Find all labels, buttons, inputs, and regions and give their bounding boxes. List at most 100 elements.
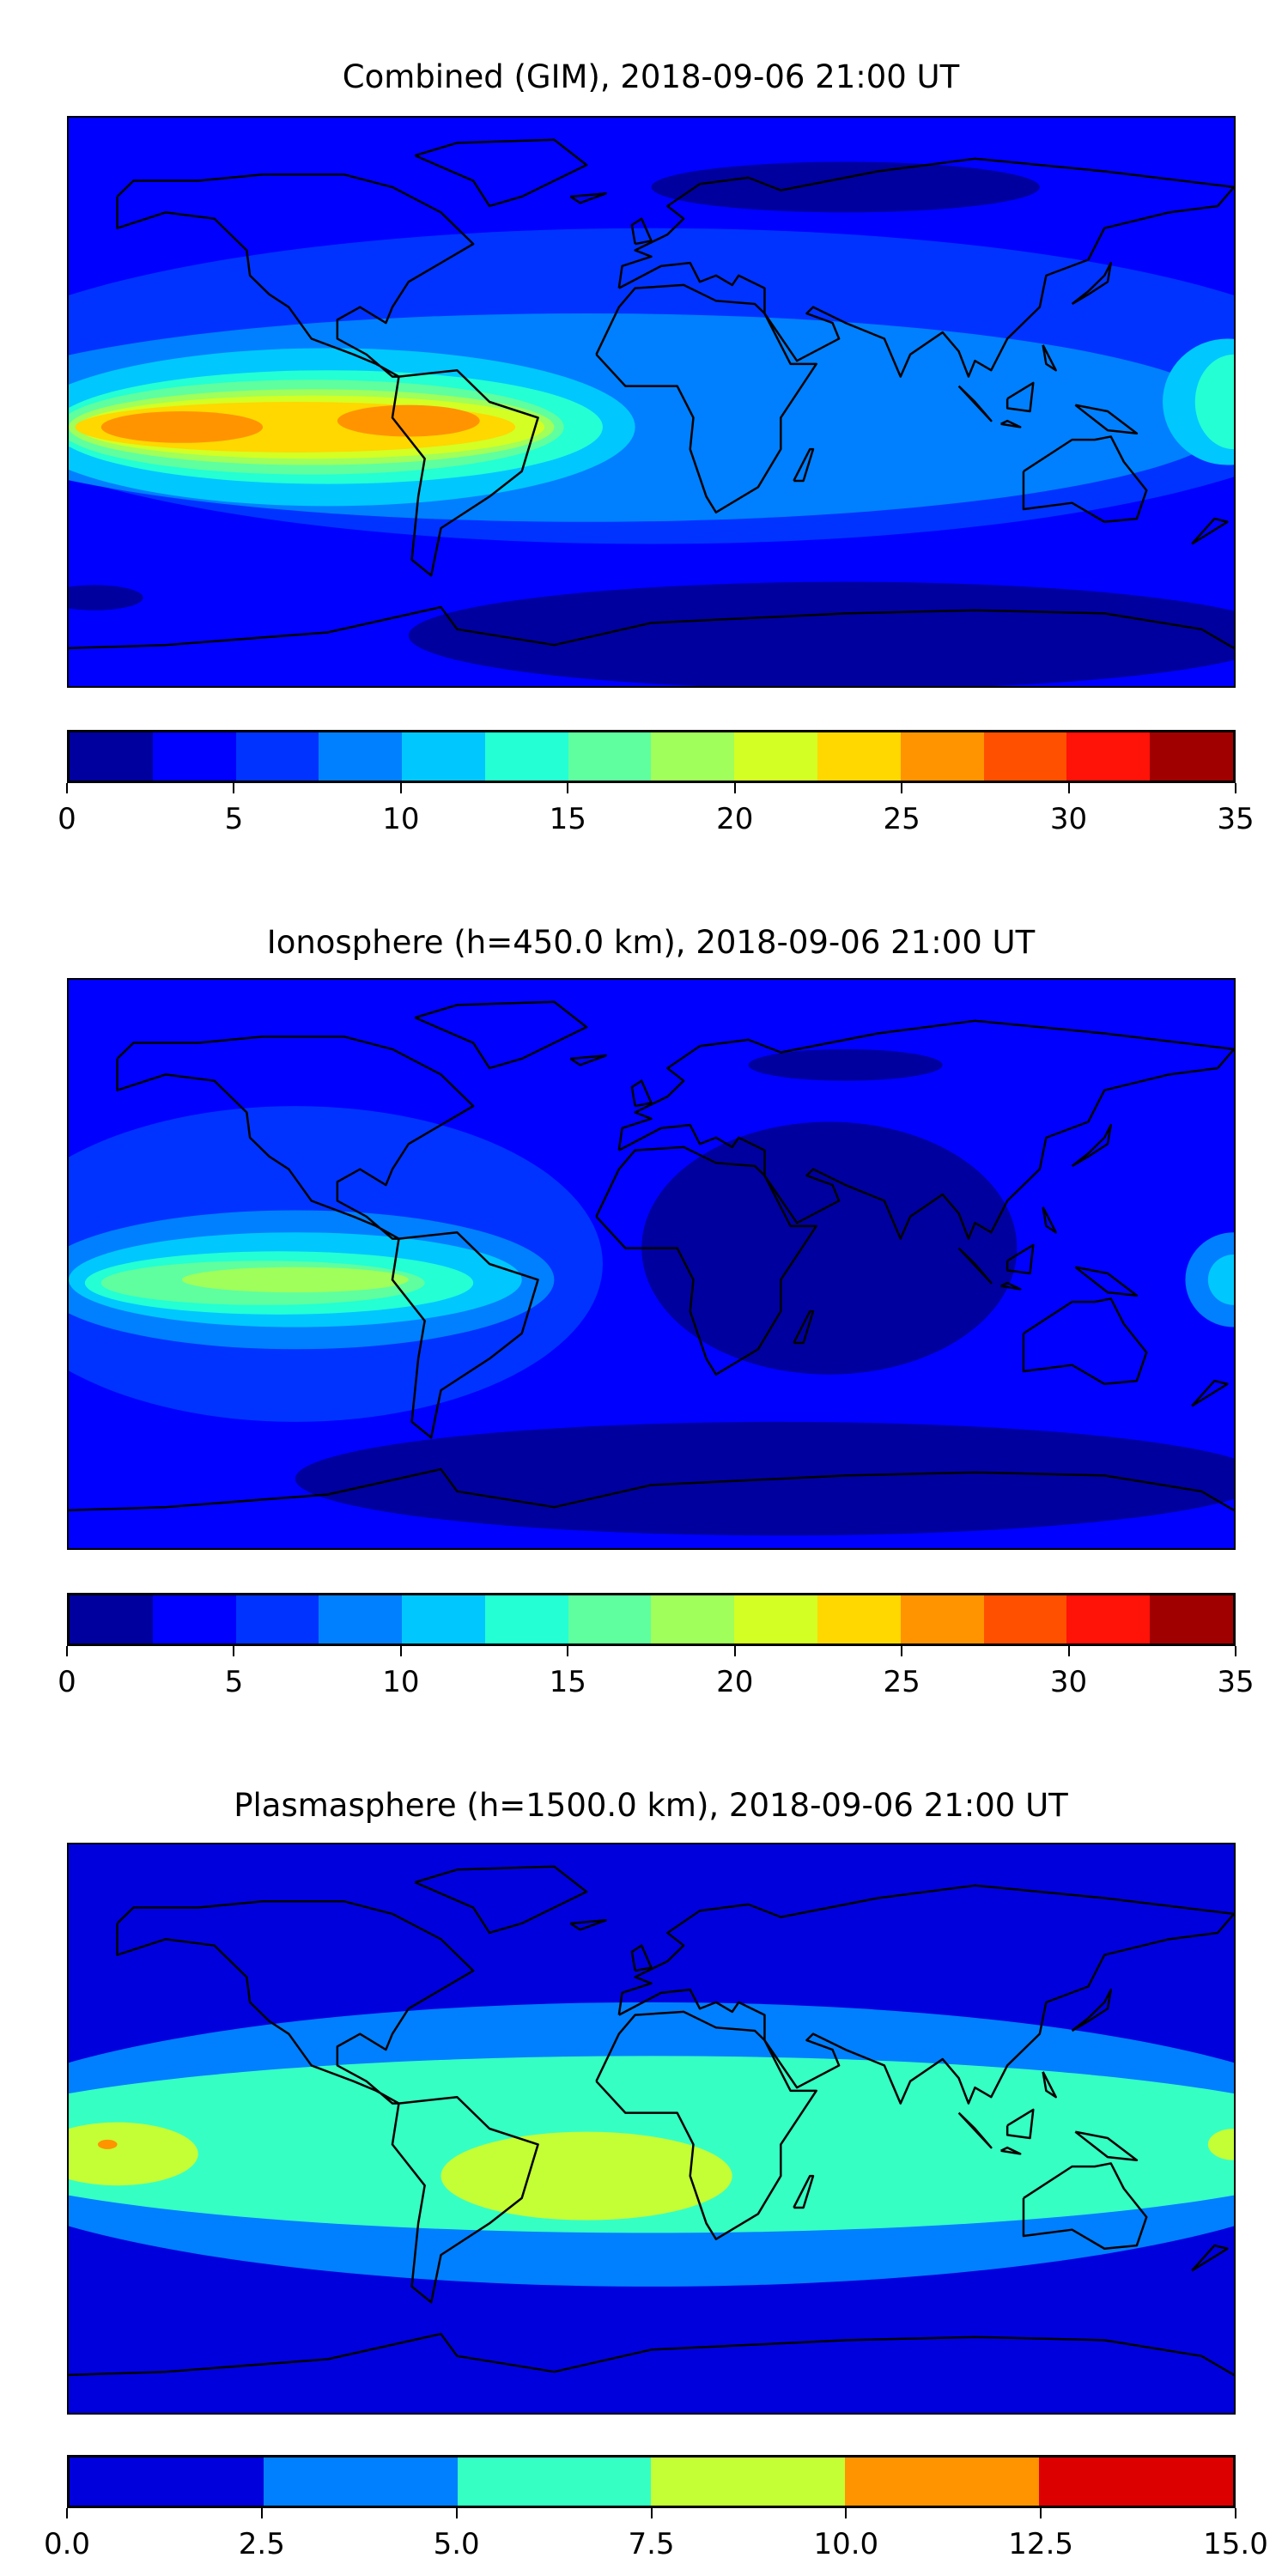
coastline — [1001, 421, 1021, 427]
coastline — [1007, 383, 1033, 411]
coastline — [619, 159, 1234, 377]
coastline — [619, 1886, 1234, 2104]
colorbar-ticks-plasmasphere: 0.0 2.5 5.0 7.5 10.0 12.5 15.0 — [44, 2508, 1268, 2561]
contour-region — [69, 585, 143, 611]
coastline — [392, 370, 538, 575]
colorbar-tick — [650, 2508, 653, 2518]
panel-title-ionosphere: Ionosphere (h=450.0 km), 2018-09-06 21:0… — [266, 924, 1036, 961]
colorbar-segment — [734, 732, 818, 781]
colorbar-segment — [1066, 1595, 1151, 1643]
colorbar-segment — [983, 732, 1067, 781]
colorbar-tick-label: 0 — [58, 802, 76, 836]
colorbar-tick-label: 2.5 — [238, 2527, 285, 2561]
colorbar-segment — [651, 1595, 735, 1643]
colorbar-ticks-combined: 0 5 10 15 20 25 30 35 — [58, 783, 1255, 836]
coastline — [570, 1920, 605, 1929]
colorbar-segment — [457, 2458, 652, 2506]
colorbar-tick — [901, 1646, 903, 1656]
colorbar-tick — [733, 1646, 736, 1656]
coastline — [1192, 2245, 1227, 2270]
colorbar-tick — [567, 783, 569, 793]
contour-region — [641, 1121, 1018, 1375]
coastline — [1075, 2132, 1137, 2160]
colorbar-tick — [1235, 1646, 1236, 1656]
coastline — [69, 1469, 1234, 1510]
contour-region — [337, 404, 480, 437]
colorbar-segment — [319, 732, 403, 781]
colorbar-tick-label: 0.0 — [43, 2527, 91, 2561]
colorbar-tick — [399, 1646, 402, 1656]
coastline — [1075, 405, 1137, 434]
colorbar-tick — [66, 2508, 68, 2518]
colorbar-segment — [1039, 2458, 1233, 2506]
colorbar-segment — [845, 2458, 1040, 2506]
colorbar-tick — [733, 783, 736, 793]
colorbar-tick — [399, 783, 402, 793]
coastline — [1024, 1298, 1146, 1383]
coastline — [1024, 436, 1146, 521]
colorbar-tick-label: 5 — [224, 802, 244, 836]
contour-region — [408, 581, 1234, 686]
coastline — [1007, 1245, 1033, 1273]
colorbar-segment — [152, 732, 236, 781]
colorbar-segment — [900, 732, 984, 781]
contour-region — [651, 161, 1040, 213]
colorbar-tick-label: 30 — [1049, 802, 1088, 836]
colorbar-tick — [233, 1646, 235, 1656]
coastline — [1072, 263, 1111, 304]
colorbar-tick-label: 30 — [1049, 1665, 1088, 1699]
colorbar-tick-label: 20 — [716, 1665, 754, 1699]
colorbar-segment — [568, 1595, 652, 1643]
colorbar-segment — [70, 2458, 264, 2506]
contour-region — [100, 411, 264, 443]
colorbar-tick-label: 10 — [382, 802, 420, 836]
colorbar-segment — [1150, 1595, 1233, 1643]
coastline — [793, 449, 813, 481]
colorbar-segment — [1066, 732, 1151, 781]
colorbar-segment — [817, 732, 901, 781]
colorbar-segment — [70, 1595, 153, 1643]
coastline — [596, 285, 816, 513]
colorbar-segment — [651, 2458, 846, 2506]
colorbar-segment — [817, 1595, 901, 1643]
coastline — [1007, 2110, 1033, 2138]
colorbar-tick-label: 20 — [716, 802, 754, 836]
colorbar-tick-label: 25 — [883, 1665, 920, 1699]
coastline — [793, 1311, 813, 1343]
colorbar-tick-label: 10 — [382, 1665, 420, 1699]
coastline — [118, 1901, 474, 2103]
colorbar-tick-label: 35 — [1217, 1665, 1255, 1699]
contour-region — [69, 2122, 198, 2186]
colorbar-segment — [235, 1595, 319, 1643]
contour-region — [181, 1267, 409, 1293]
coastline — [1043, 1207, 1056, 1232]
colorbar-tick-label: 5 — [224, 1665, 244, 1699]
coastline — [1192, 1381, 1227, 1406]
colorbar-tick-label: 10.0 — [813, 2527, 879, 2561]
contour-region — [1207, 2129, 1234, 2160]
map-combined — [67, 116, 1236, 688]
colorbar-tick — [66, 783, 68, 793]
coastline — [632, 1946, 652, 1971]
coastline — [632, 1081, 652, 1106]
panel-title-combined: Combined (GIM), 2018-09-06 21:00 UT — [342, 58, 960, 95]
map-ionosphere — [67, 978, 1236, 1550]
colorbar-tick — [233, 783, 235, 793]
coastline — [570, 193, 605, 203]
contour-region — [1207, 1254, 1234, 1305]
colorbar-segment — [568, 732, 652, 781]
colorbar-tick — [1040, 2508, 1042, 2518]
coastline — [959, 386, 992, 421]
colorbar-segment — [263, 2458, 458, 2506]
colorbar-tick — [845, 2508, 848, 2518]
panel-title-plasmasphere: Plasmasphere (h=1500.0 km), 2018-09-06 2… — [234, 1787, 1068, 1824]
colorbar-segment — [402, 732, 485, 781]
coastline — [1001, 1283, 1021, 1289]
colorbar-tick-label: 35 — [1217, 802, 1255, 836]
colorbar-ionosphere — [67, 1593, 1236, 1646]
coastline — [619, 1021, 1234, 1239]
coastline — [392, 2097, 538, 2302]
contour-region — [748, 1048, 943, 1081]
colorbar-tick-label: 25 — [883, 802, 920, 836]
coastline — [415, 1002, 586, 1068]
